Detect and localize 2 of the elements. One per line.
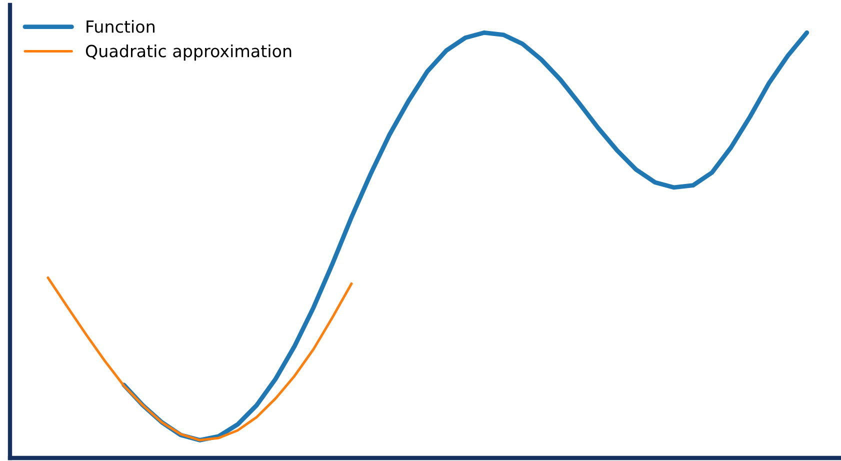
legend-label: Quadratic approximation xyxy=(86,44,292,61)
legend-label: Function xyxy=(86,20,154,33)
